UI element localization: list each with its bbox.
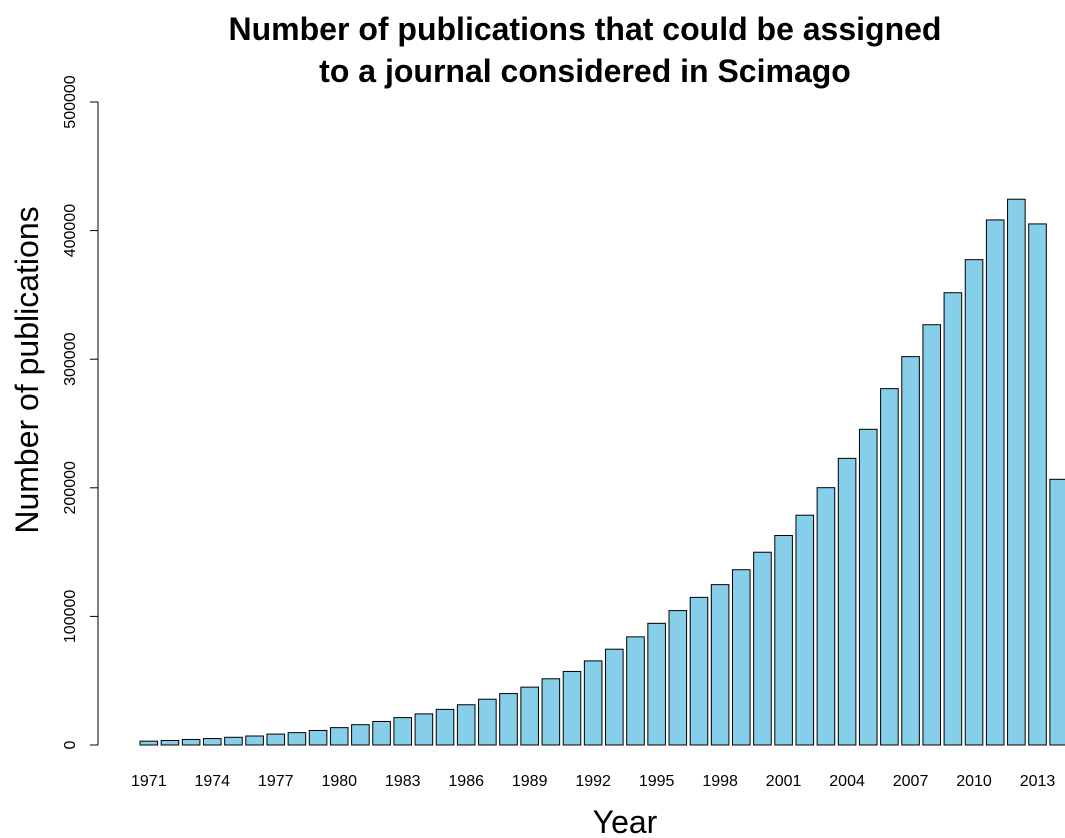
y-tick-label: 500000 bbox=[62, 75, 79, 128]
y-tick-label: 200000 bbox=[62, 461, 79, 514]
y-tick-label: 300000 bbox=[62, 332, 79, 385]
x-tick-label: 1980 bbox=[321, 773, 357, 790]
bar-1985 bbox=[435, 708, 455, 746]
bar-1987 bbox=[478, 698, 497, 746]
x-tick-label: 2010 bbox=[956, 773, 992, 790]
y-tick-label: 400000 bbox=[62, 204, 79, 257]
x-tick-label: 1977 bbox=[258, 773, 294, 790]
x-axis-label: Year bbox=[593, 804, 658, 838]
bar-1972 bbox=[160, 739, 180, 746]
bar-1975 bbox=[224, 736, 243, 746]
bar-2013 bbox=[1028, 223, 1047, 746]
bar-1983 bbox=[393, 717, 413, 746]
bar-2010 bbox=[964, 259, 984, 746]
bar-1993 bbox=[605, 648, 624, 746]
bar-2011 bbox=[985, 219, 1005, 746]
bar-2001 bbox=[774, 535, 793, 746]
bar-2014 bbox=[1049, 478, 1065, 746]
bar-1997 bbox=[689, 596, 709, 746]
x-tick-label: 1971 bbox=[131, 773, 167, 790]
bar-1976 bbox=[245, 735, 264, 746]
bars bbox=[139, 198, 1065, 746]
x-tick-labels: 1971 1974 1977 1980 1983 1986 1989 1992 1995 1998… bbox=[131, 773, 1055, 790]
bar-2000 bbox=[753, 551, 772, 746]
x-tick-label: 1998 bbox=[702, 773, 738, 790]
y-tick-label: 0 bbox=[62, 740, 79, 749]
bar-1996 bbox=[668, 610, 688, 746]
chart-title-line-1: Number of publications that could be ass… bbox=[229, 11, 942, 47]
bar-2012 bbox=[1007, 198, 1026, 746]
bar-1977 bbox=[266, 733, 286, 746]
y-axis-label: Number of publications bbox=[9, 206, 45, 533]
bar-2002 bbox=[795, 514, 815, 746]
bar-2005 bbox=[858, 428, 878, 746]
bar-1981 bbox=[351, 724, 370, 746]
bar-1973 bbox=[181, 738, 201, 746]
bar-1988 bbox=[499, 693, 518, 746]
bar-2004 bbox=[837, 457, 857, 746]
bar-2009 bbox=[943, 292, 963, 746]
bar-2008 bbox=[922, 324, 942, 746]
bar-1980 bbox=[329, 727, 349, 746]
x-tick-label: 2004 bbox=[829, 773, 865, 790]
y-tick-labels: 0 100000 200000 300000 400000 500000 bbox=[62, 75, 79, 749]
bar-1989 bbox=[520, 686, 539, 746]
bar-1974 bbox=[202, 738, 222, 746]
x-tick-label: 2013 bbox=[1020, 773, 1056, 790]
bar-2006 bbox=[880, 388, 899, 746]
bar-2007 bbox=[901, 356, 920, 746]
bar-1986 bbox=[456, 704, 476, 746]
x-tick-label: 1974 bbox=[194, 773, 230, 790]
y-tick-label: 100000 bbox=[62, 590, 79, 643]
bar-2003 bbox=[816, 487, 836, 746]
y-axis bbox=[90, 101, 99, 746]
bar-1995 bbox=[647, 622, 666, 746]
x-tick-label: 1995 bbox=[639, 773, 675, 790]
bar-1999 bbox=[731, 569, 751, 746]
bar-1991 bbox=[562, 670, 582, 746]
bar-1979 bbox=[308, 729, 328, 746]
bar-1971 bbox=[139, 740, 159, 746]
bar-1984 bbox=[414, 713, 434, 746]
x-tick-label: 2007 bbox=[893, 773, 929, 790]
bar-1990 bbox=[541, 678, 561, 746]
bar-1982 bbox=[372, 720, 391, 746]
x-tick-label: 1983 bbox=[385, 773, 421, 790]
bar-1992 bbox=[583, 660, 603, 746]
x-tick-label: 2001 bbox=[766, 773, 802, 790]
bar-1998 bbox=[710, 584, 730, 746]
x-tick-label: 1992 bbox=[575, 773, 611, 790]
bar-1978 bbox=[287, 732, 307, 746]
x-tick-label: 1986 bbox=[448, 773, 484, 790]
bar-1994 bbox=[626, 636, 645, 746]
x-tick-label: 1989 bbox=[512, 773, 548, 790]
chart-title-line-2: to a journal considered in Scimago bbox=[319, 53, 851, 89]
